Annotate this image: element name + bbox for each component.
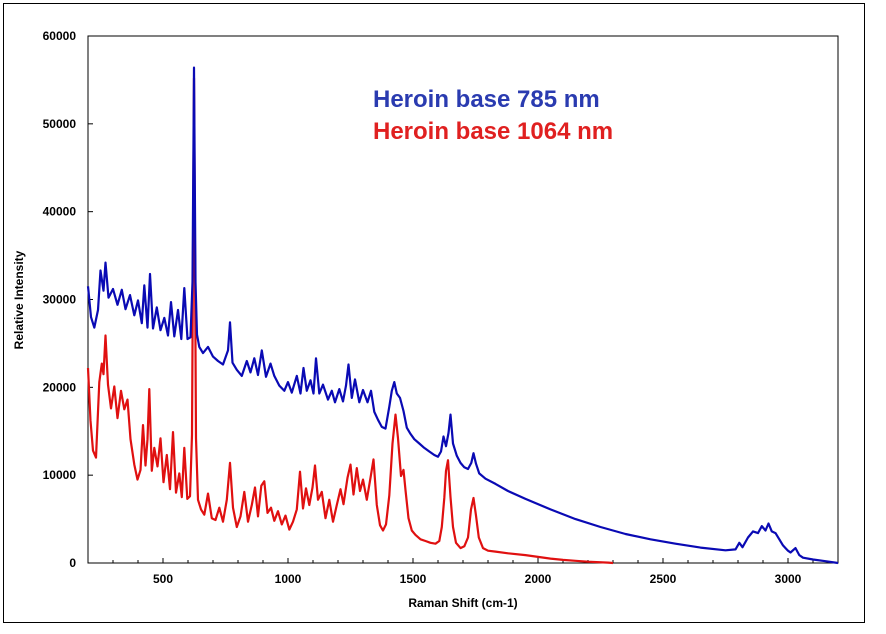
legend-entry-785nm: Heroin base 785 nm [373,86,600,113]
legend-entry-1064nm: Heroin base 1064 nm [373,118,613,145]
y-tick-label: 40000 [43,205,77,219]
x-axis-title: Raman Shift (cm-1) [408,596,517,610]
plot-area [87,35,839,564]
chart-frame [3,3,865,623]
x-tick-label: 1500 [400,572,427,586]
y-tick-label: 10000 [43,468,77,482]
x-tick-label: 3000 [775,572,802,586]
x-tick-label: 2500 [650,572,677,586]
y-tick-label: 50000 [43,117,77,131]
y-tick-label: 30000 [43,293,77,307]
y-tick-label: 0 [69,556,76,570]
series-line-785nm [86,66,839,565]
x-tick-label: 500 [153,572,173,586]
y-axis-title: Relative Intensity [12,250,26,349]
series-line-1064nm [86,77,614,565]
x-tick-label: 2000 [525,572,552,586]
x-tick-label: 1000 [275,572,302,586]
y-tick-label: 60000 [43,29,77,43]
y-axis: 0 10000 20000 30000 40000 50000 60000 [43,29,93,570]
series-lines [86,66,839,565]
y-tick-label: 20000 [43,380,77,394]
x-axis: 500 1000 1500 2000 2500 3000 [87,558,839,586]
